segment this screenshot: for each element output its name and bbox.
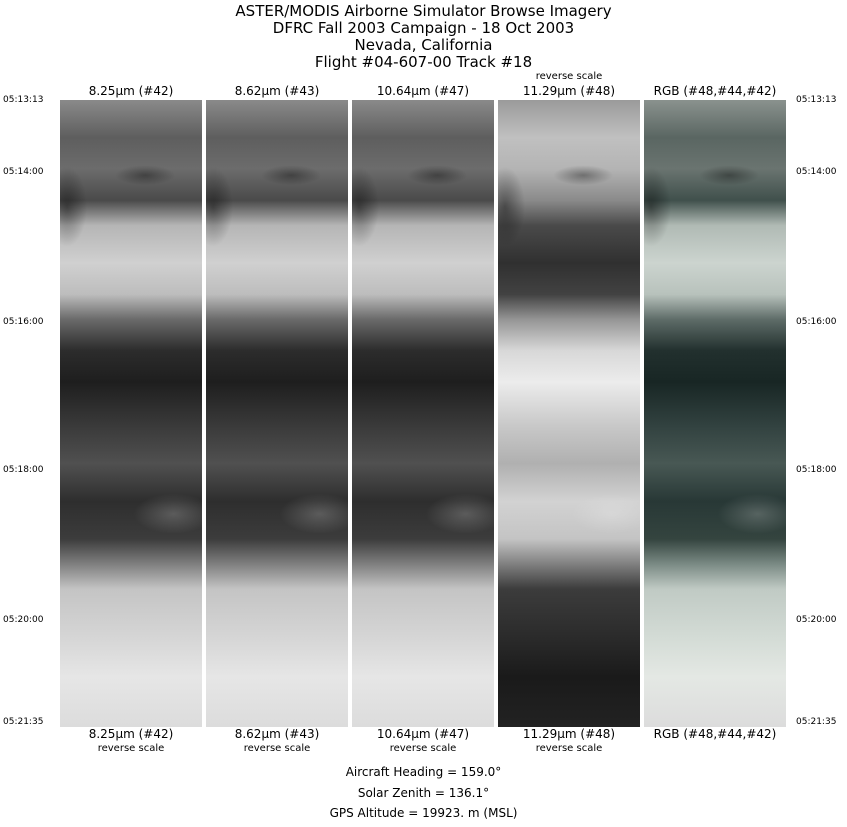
time-label-left: 05:16:00 — [3, 317, 44, 327]
time-label-right: 05:18:00 — [796, 465, 837, 475]
panel-top-note: reverse scale — [535, 71, 603, 82]
image-strip-1 — [206, 100, 348, 727]
image-texture — [644, 100, 786, 727]
panel-bottom-note: reverse scale — [535, 743, 603, 754]
image-texture — [60, 100, 202, 727]
panel-label-bottom: 10.64µm (#47) — [376, 727, 470, 741]
time-label-left: 05:14:00 — [3, 167, 44, 177]
time-label-left: 05:21:35 — [3, 717, 44, 727]
panel-label-top: 8.62µm (#43) — [234, 84, 320, 98]
time-label-right: 05:20:00 — [796, 615, 837, 625]
time-label-right: 05:21:35 — [796, 717, 837, 727]
image-texture — [206, 100, 348, 727]
solar-zenith: Solar Zenith = 136.1° — [357, 786, 490, 800]
panel-label-bottom: 11.29µm (#48) — [522, 727, 616, 741]
title-line: ASTER/MODIS Airborne Simulator Browse Im… — [235, 2, 612, 20]
time-label-right: 05:16:00 — [796, 317, 837, 327]
image-texture — [498, 100, 640, 727]
image-strip-4 — [644, 100, 786, 727]
panel-label-bottom: 8.62µm (#43) — [234, 727, 320, 741]
panel-bottom-note: reverse scale — [389, 743, 457, 754]
panel-bottom-note: reverse scale — [243, 743, 311, 754]
panel-bottom-note: reverse scale — [97, 743, 165, 754]
time-label-left: 05:18:00 — [3, 465, 44, 475]
panel-label-top: 8.25µm (#42) — [88, 84, 174, 98]
image-strip-3 — [498, 100, 640, 727]
time-label-right: 05:14:00 — [796, 167, 837, 177]
panel-label-top: 10.64µm (#47) — [376, 84, 470, 98]
title-line: DFRC Fall 2003 Campaign - 18 Oct 2003 — [272, 19, 575, 37]
aircraft-heading: Aircraft Heading = 159.0° — [345, 765, 502, 779]
image-texture — [352, 100, 494, 727]
time-label-left: 05:20:00 — [3, 615, 44, 625]
time-label-right: 05:13:13 — [796, 95, 837, 105]
time-label-left: 05:13:13 — [3, 95, 44, 105]
panel-label-top: 11.29µm (#48) — [522, 84, 616, 98]
title-line: Flight #04-607-00 Track #18 — [314, 53, 533, 71]
panel-label-bottom: RGB (#48,#44,#42) — [653, 727, 777, 741]
panel-label-top: RGB (#48,#44,#42) — [653, 84, 777, 98]
image-strip-2 — [352, 100, 494, 727]
panel-label-bottom: 8.25µm (#42) — [88, 727, 174, 741]
title-line: Nevada, California — [354, 36, 493, 54]
gps-altitude: GPS Altitude = 19923. m (MSL) — [329, 806, 518, 820]
image-strip-0 — [60, 100, 202, 727]
